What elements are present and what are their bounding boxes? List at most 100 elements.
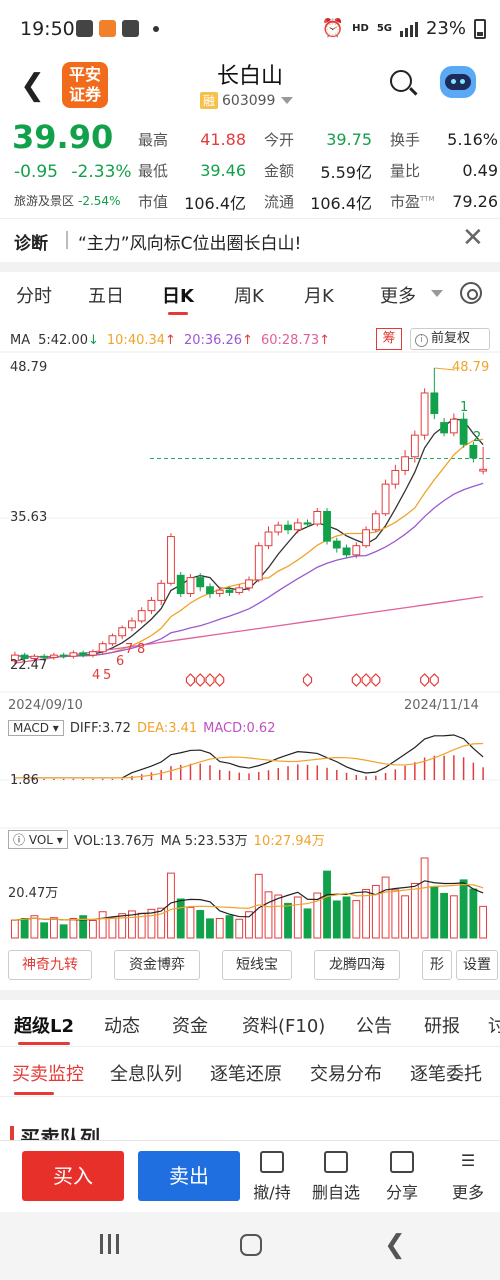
candle-body [313, 511, 322, 525]
back-nav-icon[interactable]: ❮ [384, 1230, 406, 1260]
vol-header: ⓘ VOL ▾ VOL:13.76万 MA 5:23.53万 10:27.94万 [8, 830, 325, 849]
tab-research[interactable]: 研报 [424, 1016, 460, 1037]
back-icon[interactable]: ❮ [20, 68, 46, 103]
candle-body [430, 392, 439, 414]
candle-body [420, 392, 429, 436]
battery-icon [474, 18, 486, 39]
stock-code-selector[interactable]: 融 603099 [200, 92, 294, 109]
tab-news[interactable]: 动态 [104, 1016, 140, 1037]
tab-daily-k[interactable]: 日K [162, 282, 194, 315]
ma-label: MA [10, 332, 31, 348]
vol-selector[interactable]: ⓘ VOL ▾ [8, 830, 68, 849]
info-tabs: 超级L2 动态 资金 资料(F10) 公告 研报 讨 [0, 1004, 500, 1045]
assistant-robot-icon[interactable] [440, 66, 476, 98]
hd-label: HD [352, 23, 369, 34]
pe-value: 79.26 [452, 192, 498, 211]
volume-bar [352, 900, 361, 939]
tab-trade-distribution[interactable]: 交易分布 [310, 1064, 382, 1085]
kline-tabs: 分时 五日 日K 周K 月K 更多 [0, 274, 500, 318]
vol-ma10: 10:27.94万 [253, 834, 325, 849]
home-icon[interactable] [240, 1234, 262, 1256]
candle-body [20, 654, 29, 660]
caret-down-icon [281, 97, 294, 104]
tab-more[interactable]: 更多 [380, 286, 416, 307]
quote-label: 流通 [264, 193, 295, 211]
signal-marker [371, 673, 381, 687]
tab-super-l2[interactable]: 超级L2 [14, 1012, 74, 1045]
tool-magic-nine[interactable]: 神奇九转 [8, 950, 92, 980]
recent-apps-icon[interactable] [100, 1234, 119, 1254]
tool-shape[interactable]: 形 [422, 950, 452, 980]
tab-trade-monitor[interactable]: 买卖监控 [12, 1060, 84, 1095]
tab-order-queue[interactable]: 全息队列 [110, 1064, 182, 1085]
tab-five-day[interactable]: 五日 [88, 286, 124, 307]
tab-monthly-k[interactable]: 月K [304, 286, 334, 307]
candle-body [108, 635, 117, 645]
candle-body [479, 468, 488, 472]
chip-distribution-button[interactable]: 筹 [376, 328, 402, 350]
volume-bar [225, 915, 234, 939]
gallery-icon [76, 20, 93, 37]
share-button[interactable]: 分享 [374, 1151, 430, 1203]
diagnosis-bar[interactable]: 诊断 “主力”风向标C位出圈长白山! ✕ [0, 218, 500, 260]
max-price-mark: 48.79 [452, 360, 490, 375]
tab-tick-restore[interactable]: 逐笔还原 [210, 1064, 282, 1085]
caret-down-icon[interactable] [431, 290, 443, 297]
volume-bar [264, 891, 273, 939]
quote-label: 市值 [138, 193, 169, 211]
tool-fund-game[interactable]: 资金博弈 [114, 950, 200, 980]
tab-weekly-k[interactable]: 周K [234, 286, 264, 307]
kline-chart[interactable] [0, 350, 500, 950]
cancel-hold-button[interactable]: 撤/持 [244, 1151, 300, 1203]
candle-body [401, 456, 409, 471]
candle-body [196, 577, 205, 588]
signal-mark: 4 [92, 668, 101, 683]
candle-body [215, 589, 224, 595]
candle-body [303, 522, 312, 525]
volume-bar [108, 917, 117, 939]
candle-body [245, 579, 253, 589]
sector-info[interactable]: 旅游及景区 -2.54% [14, 192, 120, 209]
menu-icon: ☰ [460, 1151, 476, 1170]
volume-bar [362, 888, 370, 939]
tool-dragon[interactable]: 龙腾四海 [314, 950, 400, 980]
diagnosis-text[interactable]: “主力”风向标C位出圈长白山! [78, 234, 302, 254]
settings-gear-icon[interactable] [460, 282, 482, 304]
quote-label: 最低 [138, 162, 169, 180]
broker-logo[interactable]: 平安 证券 [62, 62, 108, 108]
close-icon[interactable]: ✕ [462, 223, 484, 253]
adjust-mode-button[interactable]: i 前复权 [410, 328, 490, 350]
volume-bar [49, 917, 58, 939]
remove-watchlist-button[interactable]: 删自选 [308, 1151, 364, 1203]
candle-body [323, 511, 331, 542]
volume-bar [10, 919, 19, 939]
tab-funds[interactable]: 资金 [172, 1016, 208, 1037]
macd-selector[interactable]: MACD ▾ [8, 720, 64, 736]
tab-tick-orders[interactable]: 逐笔委托 [410, 1064, 482, 1085]
macd-axis-label: 1.86 [10, 773, 39, 788]
ma5-value: 5:42.00 [38, 332, 88, 348]
current-price: 39.90 [12, 118, 114, 156]
status-right: ⏰ HD 5G 23% [322, 18, 486, 39]
tab-discuss[interactable]: 讨 [488, 1016, 500, 1037]
quote-row: 市值 106.4亿 流通 106.4亿 市盈TTM 79.26 [138, 186, 498, 217]
volume-bar [157, 907, 166, 939]
vol-value: VOL:13.76万 [73, 834, 155, 849]
volume-bar [20, 917, 29, 939]
tool-short-term[interactable]: 短线宝 [222, 950, 292, 980]
candle-body [40, 655, 49, 658]
more-button[interactable]: ☰ 更多 [440, 1151, 496, 1203]
search-icon[interactable] [390, 70, 412, 92]
tab-announcements[interactable]: 公告 [356, 1016, 392, 1037]
stock-code: 603099 [222, 92, 276, 109]
candle-body [49, 654, 58, 658]
y-axis-high: 48.79 [10, 360, 48, 375]
date-start: 2024/09/10 [8, 698, 83, 713]
volume-bar [293, 896, 302, 939]
tool-settings[interactable]: 设置 [456, 950, 498, 980]
tab-f10[interactable]: 资料(F10) [242, 1016, 326, 1037]
sell-button[interactable]: 卖出 [138, 1151, 240, 1201]
buy-button[interactable]: 买入 [22, 1151, 124, 1201]
tab-intraday[interactable]: 分时 [16, 286, 52, 307]
volume-bar [196, 910, 205, 939]
